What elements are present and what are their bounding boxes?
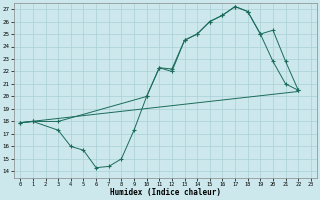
X-axis label: Humidex (Indice chaleur): Humidex (Indice chaleur) — [110, 188, 221, 197]
